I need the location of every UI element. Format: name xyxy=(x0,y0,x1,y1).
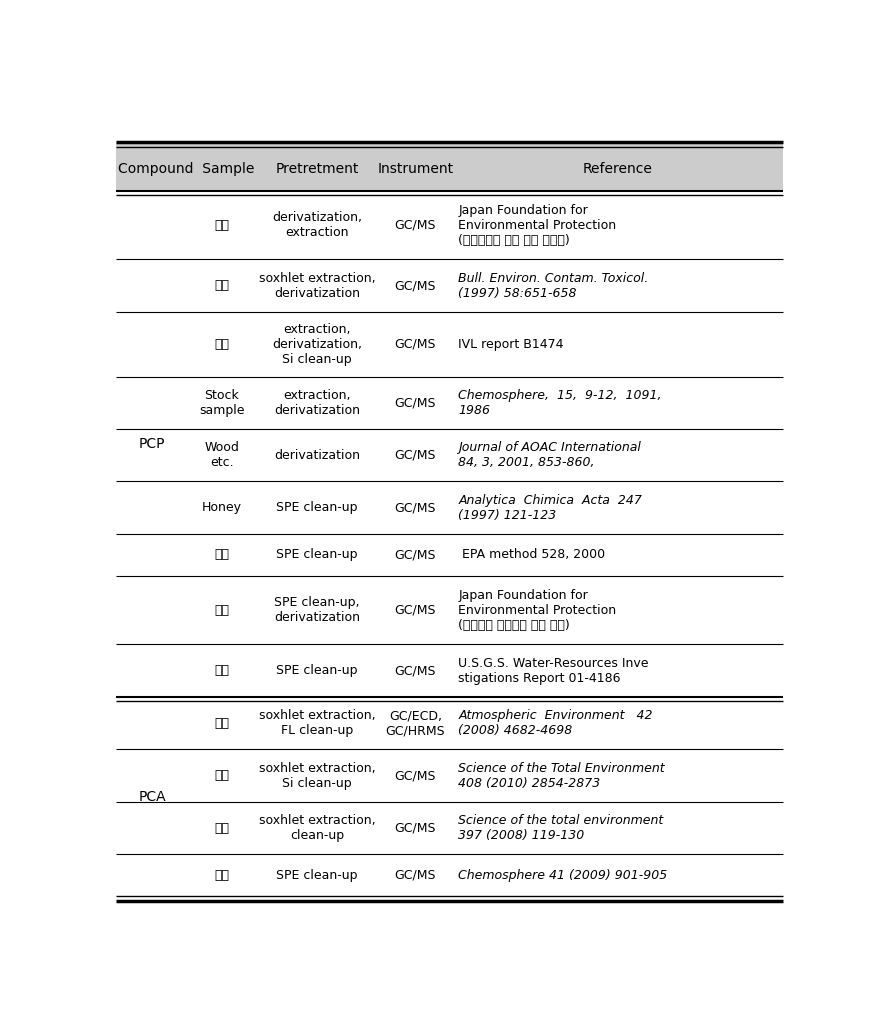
Text: soxhlet extraction,
FL clean-up: soxhlet extraction, FL clean-up xyxy=(259,709,375,738)
Text: Japan Foundation for
Environmental Protection
(가와사키시 환경 연구 실험실): Japan Foundation for Environmental Prote… xyxy=(459,204,617,247)
Text: 대기: 대기 xyxy=(214,769,229,783)
Text: derivatization,
extraction: derivatization, extraction xyxy=(272,211,362,239)
Text: Journal of AOAC International
84, 3, 2001, 853-860,: Journal of AOAC International 84, 3, 200… xyxy=(459,441,641,470)
Text: EPA method 528, 2000: EPA method 528, 2000 xyxy=(459,548,605,562)
Text: SPE clean-up: SPE clean-up xyxy=(276,664,358,677)
Text: GC/MS: GC/MS xyxy=(395,396,436,409)
Text: SPE clean-up: SPE clean-up xyxy=(276,501,358,515)
Text: GC/ECD,
GC/HRMS: GC/ECD, GC/HRMS xyxy=(386,709,446,738)
Text: GC/MS: GC/MS xyxy=(395,821,436,835)
Text: 수질: 수질 xyxy=(214,869,229,882)
Text: 수질: 수질 xyxy=(214,664,229,677)
Text: extraction,
derivatization: extraction, derivatization xyxy=(274,389,360,416)
Text: SPE clean-up: SPE clean-up xyxy=(276,548,358,562)
Text: Stock
sample: Stock sample xyxy=(199,389,245,416)
Text: IVL report B1474: IVL report B1474 xyxy=(459,338,564,351)
Text: Pretretment: Pretretment xyxy=(275,162,359,176)
Text: Bull. Environ. Contam. Toxicol.
(1997) 58:651-658: Bull. Environ. Contam. Toxicol. (1997) 5… xyxy=(459,272,649,300)
Text: soxhlet extraction,
derivatization: soxhlet extraction, derivatization xyxy=(259,272,375,300)
Text: 대기: 대기 xyxy=(214,338,229,351)
Text: Analytica  Chimica  Acta  247
(1997) 121-123: Analytica Chimica Acta 247 (1997) 121-12… xyxy=(459,494,642,522)
Text: GC/MS: GC/MS xyxy=(395,604,436,617)
Text: extraction,
derivatization,
Si clean-up: extraction, derivatization, Si clean-up xyxy=(272,322,362,366)
Text: GC/MS: GC/MS xyxy=(395,338,436,351)
Text: GC/MS: GC/MS xyxy=(395,664,436,677)
Text: PCP: PCP xyxy=(139,437,166,451)
Text: Wood
etc.: Wood etc. xyxy=(204,441,239,470)
Text: Japan Foundation for
Environmental Protection
(환경보건 후쿠오카 현립 대학): Japan Foundation for Environmental Prote… xyxy=(459,588,617,631)
Text: soxhlet extraction,
clean-up: soxhlet extraction, clean-up xyxy=(259,814,375,842)
Text: derivatization: derivatization xyxy=(274,449,360,461)
Text: GC/MS: GC/MS xyxy=(395,769,436,783)
Text: Science of the Total Environment
408 (2010) 2854-2873: Science of the Total Environment 408 (20… xyxy=(459,762,665,790)
Text: 대기: 대기 xyxy=(214,219,229,231)
Text: 대기: 대기 xyxy=(214,717,229,729)
Text: 수질: 수질 xyxy=(214,548,229,562)
Text: SPE clean-up: SPE clean-up xyxy=(276,869,358,882)
Text: GC/MS: GC/MS xyxy=(395,501,436,515)
Text: soxhlet extraction,
Si clean-up: soxhlet extraction, Si clean-up xyxy=(259,762,375,790)
Text: U.S.G.S. Water-Resources Inve
stigations Report 01-4186: U.S.G.S. Water-Resources Inve stigations… xyxy=(459,657,649,684)
Text: GC/MS: GC/MS xyxy=(395,449,436,461)
Text: Compound  Sample: Compound Sample xyxy=(118,162,254,176)
Text: Instrument: Instrument xyxy=(377,162,453,176)
Text: 대기: 대기 xyxy=(214,821,229,835)
Text: Reference: Reference xyxy=(582,162,652,176)
Text: Chemosphere,  15,  9-12,  1091,
1986: Chemosphere, 15, 9-12, 1091, 1986 xyxy=(459,389,662,416)
Text: Atmospheric  Environment   42
(2008) 4682-4698: Atmospheric Environment 42 (2008) 4682-4… xyxy=(459,709,652,738)
Text: 대기: 대기 xyxy=(214,279,229,293)
Bar xyxy=(117,142,782,191)
Text: PCA: PCA xyxy=(139,790,166,804)
Text: GC/MS: GC/MS xyxy=(395,219,436,231)
Text: GC/MS: GC/MS xyxy=(395,869,436,882)
Text: Chemosphere 41 (2009) 901-905: Chemosphere 41 (2009) 901-905 xyxy=(459,869,667,882)
Text: 수질: 수질 xyxy=(214,604,229,617)
Text: GC/MS: GC/MS xyxy=(395,548,436,562)
Text: Science of the total environment
397 (2008) 119-130: Science of the total environment 397 (20… xyxy=(459,814,664,842)
Text: Honey: Honey xyxy=(202,501,242,515)
Text: GC/MS: GC/MS xyxy=(395,279,436,293)
Text: SPE clean-up,
derivatization: SPE clean-up, derivatization xyxy=(274,596,360,624)
